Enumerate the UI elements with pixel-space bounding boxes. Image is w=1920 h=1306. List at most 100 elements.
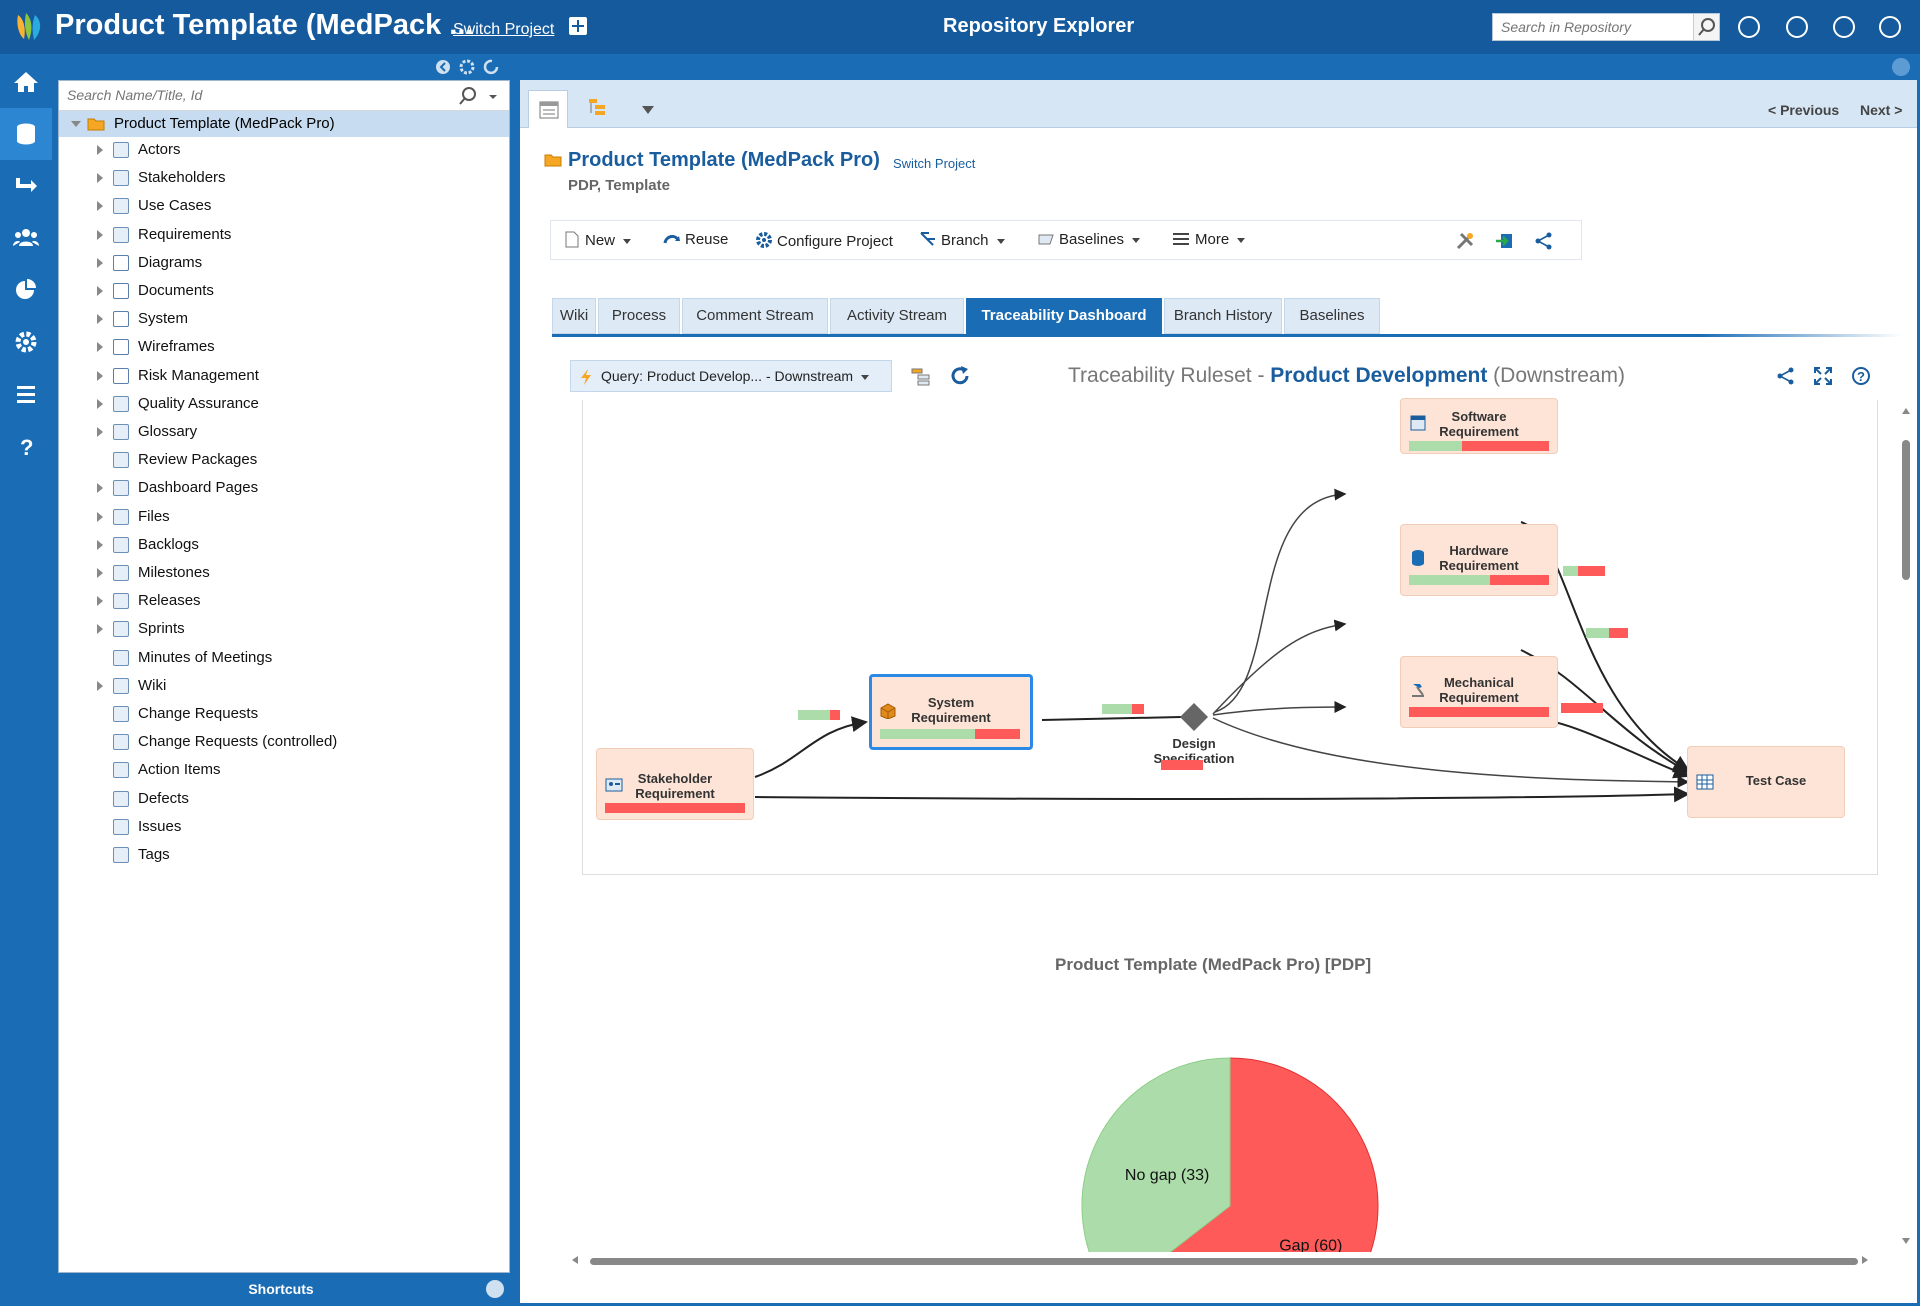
chevron-down-icon[interactable]	[642, 106, 654, 114]
shortcuts-bar[interactable]: Shortcuts	[52, 1273, 510, 1306]
search-icon[interactable]	[1693, 14, 1719, 40]
tree-item[interactable]: Stakeholders	[59, 165, 509, 191]
chevron-right-icon[interactable]	[97, 257, 103, 268]
aperture-icon[interactable]	[1786, 16, 1808, 38]
node-hardware-requirement[interactable]: Hardware Requirement	[1400, 524, 1558, 596]
chevron-right-icon[interactable]	[97, 539, 103, 550]
refresh-icon[interactable]	[949, 365, 971, 387]
tree-item[interactable]: Diagrams	[59, 250, 509, 276]
query-dropdown[interactable]: Query: Product Develop... - Downstream	[570, 360, 892, 392]
chevron-right-icon[interactable]	[97, 511, 103, 522]
switch-project-link[interactable]: Switch Project	[453, 21, 555, 38]
tree-item[interactable]: Change Requests (controlled)	[59, 729, 509, 755]
user-icon[interactable]	[1833, 16, 1855, 38]
tab-wiki[interactable]: Wiki	[552, 298, 596, 334]
tree-item[interactable]: Requirements	[59, 222, 509, 248]
home-icon[interactable]	[0, 56, 52, 108]
design-spec-diamond[interactable]	[1179, 702, 1209, 732]
gear-icon[interactable]	[0, 316, 52, 368]
tree-item[interactable]: Tags	[59, 842, 509, 868]
chevron-right-icon[interactable]	[97, 596, 103, 607]
tab-branch-history[interactable]: Branch History	[1164, 298, 1282, 334]
configure-project-button[interactable]: Configure Project	[755, 231, 893, 250]
hierarchy-icon[interactable]	[911, 368, 931, 386]
tree-search-input[interactable]	[59, 81, 449, 109]
repository-search-input[interactable]	[1493, 14, 1693, 40]
tree-item[interactable]: Sprints	[59, 616, 509, 642]
chevron-right-icon[interactable]	[97, 370, 103, 381]
node-mechanical-requirement[interactable]: Mechanical Requirement	[1400, 656, 1558, 728]
chevron-right-icon[interactable]	[97, 314, 103, 325]
baselines-button[interactable]: Baselines	[1037, 231, 1141, 248]
chevron-right-icon[interactable]	[97, 624, 103, 635]
tree-item[interactable]: Files	[59, 504, 509, 530]
tab-activity-stream[interactable]: Activity Stream	[830, 298, 964, 334]
reuse-button[interactable]: Reuse	[663, 231, 728, 248]
tree-tools-icon[interactable]	[434, 58, 504, 76]
panel-splitter[interactable]	[510, 54, 520, 1306]
vertical-scroll-thumb[interactable]	[1902, 440, 1910, 580]
switch-project-link[interactable]: Switch Project	[893, 156, 976, 171]
redirect-icon[interactable]	[0, 160, 52, 212]
repository-search[interactable]	[1492, 13, 1720, 41]
tools-icon[interactable]	[1455, 231, 1475, 251]
help-icon[interactable]	[1892, 58, 1910, 76]
tree-item[interactable]: System	[59, 306, 509, 332]
export-icon[interactable]	[1495, 231, 1515, 251]
chevron-right-icon[interactable]	[97, 427, 103, 437]
tree-item[interactable]: Action Items	[59, 757, 509, 783]
tree-root[interactable]: Product Template (MedPack Pro)	[59, 111, 509, 137]
chevron-right-icon[interactable]	[97, 680, 103, 691]
share-icon[interactable]	[1535, 232, 1553, 250]
tree-search[interactable]	[59, 81, 509, 111]
scroll-up-icon[interactable]	[1901, 406, 1911, 416]
chevron-right-icon[interactable]	[97, 145, 103, 155]
tree-item[interactable]: Issues	[59, 814, 509, 840]
tree-item[interactable]: Use Cases	[59, 193, 509, 219]
tab-baselines[interactable]: Baselines	[1284, 298, 1380, 334]
scroll-down-icon[interactable]	[1901, 1236, 1911, 1246]
chevron-right-icon[interactable]	[97, 483, 103, 494]
tree-item[interactable]: Risk Management	[59, 363, 509, 389]
add-icon[interactable]	[569, 17, 587, 35]
pie-slice-gap[interactable]	[1113, 1057, 1379, 1306]
menu-icon[interactable]	[0, 368, 52, 420]
node-stakeholder-requirement[interactable]: Stakeholder Requirement	[596, 748, 754, 820]
tree-item[interactable]: Minutes of Meetings	[59, 645, 509, 671]
next-link[interactable]: Next >	[1860, 102, 1903, 118]
scroll-left-icon[interactable]	[570, 1255, 580, 1265]
more-button[interactable]: More	[1173, 231, 1246, 248]
tree-item[interactable]: Documents	[59, 278, 509, 304]
node-software-requirement[interactable]: Software Requirement	[1400, 398, 1558, 454]
previous-link[interactable]: < Previous	[1768, 102, 1840, 118]
notes-icon[interactable]	[1738, 16, 1760, 38]
node-test-case[interactable]: Test Case	[1687, 746, 1845, 818]
question-icon[interactable]: ?	[0, 420, 52, 472]
pie-slice-no-gap[interactable]	[1081, 1057, 1231, 1297]
tree-item[interactable]: Review Packages	[59, 447, 509, 473]
tab-process[interactable]: Process	[598, 298, 680, 334]
share-icon[interactable]	[1777, 367, 1795, 385]
tree-item[interactable]: Milestones	[59, 560, 509, 586]
chevron-down-icon[interactable]	[71, 121, 81, 127]
new-button[interactable]: New	[565, 231, 632, 249]
help-icon[interactable]: ?	[1851, 366, 1871, 386]
search-icon[interactable]	[457, 86, 501, 106]
collapse-up-icon[interactable]	[486, 1280, 504, 1298]
tree-item[interactable]: Dashboard Pages	[59, 475, 509, 501]
chevron-right-icon[interactable]	[97, 286, 103, 296]
help-icon[interactable]	[1879, 16, 1901, 38]
tree-item[interactable]: Glossary	[59, 419, 509, 445]
branch-button[interactable]: Branch	[919, 231, 1005, 249]
scroll-right-icon[interactable]	[1860, 1255, 1870, 1265]
tree-item[interactable]: Actors	[59, 137, 509, 163]
chevron-right-icon[interactable]	[97, 568, 103, 578]
pie-chart-icon[interactable]	[0, 264, 52, 316]
node-system-requirement[interactable]: System Requirement	[869, 674, 1033, 750]
tree-item[interactable]: Wireframes	[59, 334, 509, 360]
horizontal-scroll-thumb[interactable]	[590, 1258, 1858, 1265]
tree-item[interactable]: Change Requests	[59, 701, 509, 727]
expand-icon[interactable]	[1814, 367, 1832, 385]
tab-comment-stream[interactable]: Comment Stream	[682, 298, 828, 334]
chevron-right-icon[interactable]	[97, 229, 103, 240]
